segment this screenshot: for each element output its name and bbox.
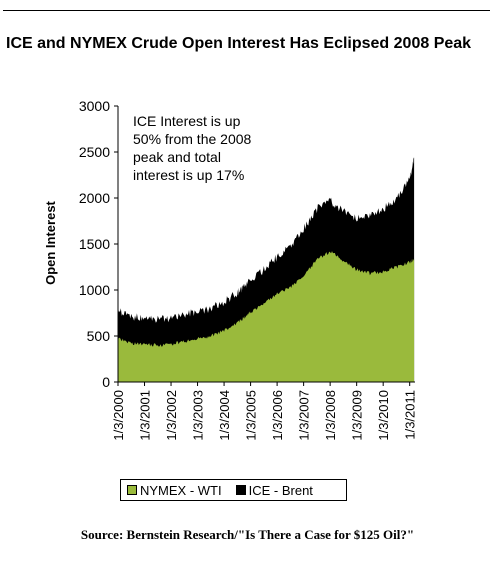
x-tick-label: 1/3/2008 xyxy=(323,390,338,441)
x-tick-label: 1/3/2009 xyxy=(350,390,365,441)
y-tick-label: 2000 xyxy=(79,190,110,206)
y-tick-label: 0 xyxy=(102,374,110,390)
legend-item-nymex: NYMEX - WTI xyxy=(127,483,230,498)
y-tick-label: 3000 xyxy=(79,98,110,114)
x-tick-label: 1/3/2002 xyxy=(164,390,179,441)
y-tick-label: 1000 xyxy=(79,282,110,298)
x-tick-label: 1/3/2011 xyxy=(403,390,418,440)
source-note: Source: Bernstein Research/"Is There a C… xyxy=(80,527,415,542)
y-axis-label: Open Interest xyxy=(43,201,58,285)
y-tick-label: 2500 xyxy=(79,144,110,160)
legend: NYMEX - WTI ICE - Brent xyxy=(120,479,347,501)
x-tick-label: 1/3/2003 xyxy=(191,390,206,441)
chart-annotation: ICE Interest is up 50% from the 2008 pea… xyxy=(133,113,252,183)
legend-item-ice: ICE - Brent xyxy=(235,482,321,498)
y-tick-label: 1500 xyxy=(79,236,110,252)
chart-title: ICE and NYMEX Crude Open Interest Has Ec… xyxy=(6,35,472,52)
x-tick-label: 1/3/2005 xyxy=(244,390,259,441)
x-tick-label: 1/3/2000 xyxy=(111,390,126,441)
series-area-nymex-wti xyxy=(118,251,415,382)
y-tick-label: 500 xyxy=(87,328,111,344)
legend-label-nymex: NYMEX - WTI xyxy=(140,482,222,498)
legend-swatch-nymex xyxy=(127,485,137,495)
x-tick-label: 1/3/2006 xyxy=(270,390,285,441)
top-rule xyxy=(3,10,490,11)
x-tick-label: 1/3/2010 xyxy=(376,390,391,441)
legend-swatch-ice xyxy=(235,485,246,495)
x-tick-label: 1/3/2004 xyxy=(217,390,232,441)
legend-label-ice: ICE - Brent xyxy=(248,482,313,498)
x-tick-label: 1/3/2007 xyxy=(297,390,312,441)
x-tick-label: 1/3/2001 xyxy=(138,390,153,441)
